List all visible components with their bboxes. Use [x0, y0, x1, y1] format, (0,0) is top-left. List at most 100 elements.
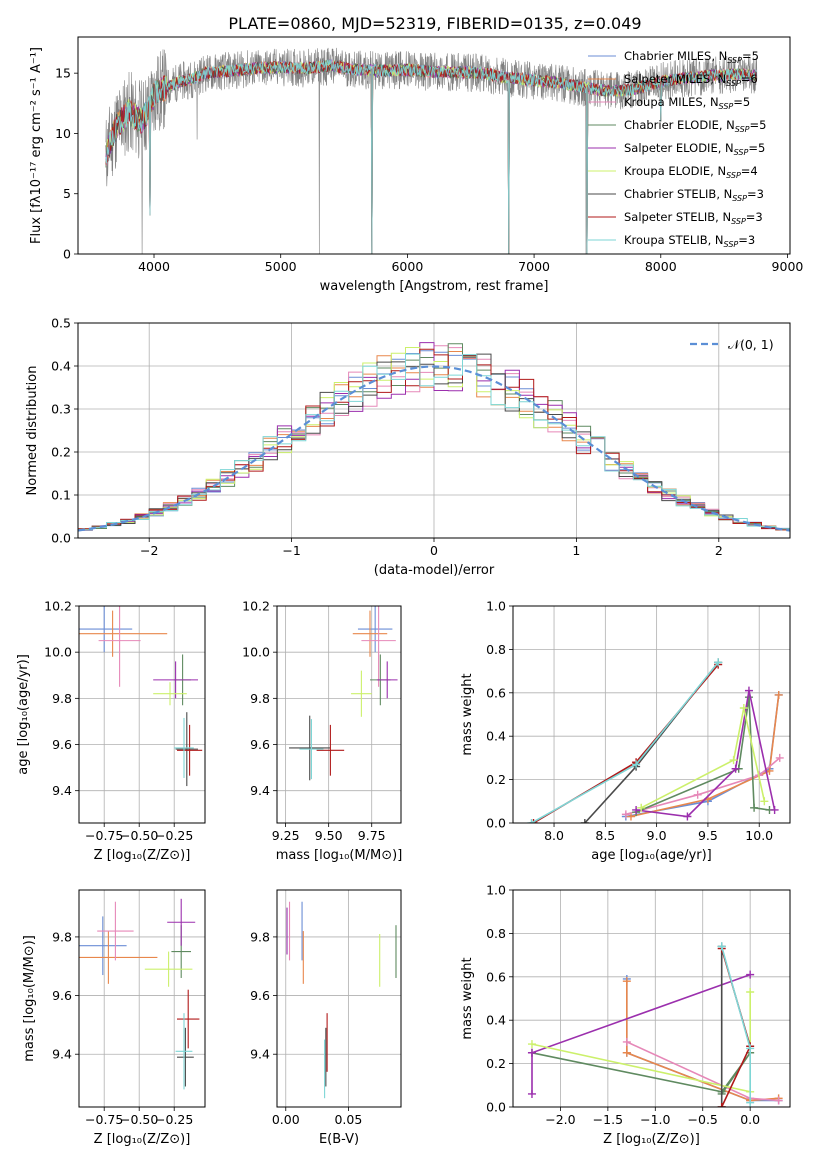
x-tick-label: 5000 [265, 259, 297, 274]
legend-subscript: SSP [731, 217, 746, 226]
weight-marker [626, 812, 635, 821]
x-tick-label: −1.5 [593, 1112, 623, 1127]
plot-area [78, 342, 790, 532]
x-tick-label: 7000 [518, 259, 550, 274]
weight-series-line [635, 696, 770, 813]
y-tick-label: 0.6 [486, 685, 506, 700]
y-tick-label: 0.0 [486, 1100, 506, 1115]
legend-text: Salpeter ELODIE, N [624, 141, 734, 155]
gaussian-reference-line [78, 365, 790, 532]
weight-marker [775, 753, 784, 762]
weight-marker [739, 703, 748, 712]
y-axis-label: mass weight [460, 673, 475, 755]
legend-value: =4 [741, 164, 758, 178]
y-axis-label: age [log₁₀(age/yr)] [16, 654, 31, 775]
weight-marker [774, 690, 783, 699]
weight-marker [621, 810, 630, 819]
legend-label: Chabrier MILES, NSSP=5 [624, 49, 759, 65]
y-tick-label: 10.2 [242, 599, 270, 614]
legend-text: Kroupa STELIB, N [624, 233, 724, 247]
axes-frame [512, 605, 791, 824]
legend-text: Kroupa MILES, N [624, 95, 719, 109]
x-tick-label: 6000 [391, 259, 423, 274]
legend-subscript: SSP [724, 240, 739, 249]
weight-marker [717, 942, 726, 951]
y-tick-label: 0.3 [51, 402, 71, 417]
y-axis-label: mass weight [460, 957, 475, 1039]
x-tick-label: 8.0 [544, 828, 564, 843]
x-tick-label: 1 [572, 543, 580, 558]
legend-subscript: SSP [719, 102, 734, 111]
y-tick-label: 10 [55, 126, 71, 141]
legend-value: =3 [738, 233, 755, 247]
weight-marker [527, 1089, 536, 1098]
x-tick-label: 9.25 [272, 828, 300, 843]
mass-vs-metallicity-plot: −0.75−0.50−0.25 9.4 9.6 9.8 Z [log₁₀(Z/Z⊙)] m… [22, 889, 206, 1147]
y-tick-label: 9.8 [52, 691, 72, 706]
plot-area [527, 658, 784, 823]
weight-marker [527, 1040, 536, 1049]
legend-text: Chabrier MILES, N [624, 49, 727, 63]
x-axis-label: Z [log₁₀(Z/Z⊙)] [603, 1132, 700, 1147]
legend-value: =5 [750, 118, 767, 132]
model-spectrum-line [105, 59, 758, 254]
y-tick-label: 0.6 [486, 969, 506, 984]
legend-label: Chabrier STELIB, NSSP=3 [624, 187, 764, 203]
weight-marker [714, 658, 723, 667]
y-tick-label: 0.4 [486, 1013, 506, 1028]
x-axis-label: age [log₁₀(age/yr)] [591, 848, 712, 863]
weight-series-line [640, 707, 766, 809]
legend-label: Kroupa ELODIE, NSSP=4 [624, 164, 758, 180]
legend-label: 𝒩(0, 1) [728, 337, 774, 352]
weight-series-line [720, 948, 752, 1107]
y-tick-label: 9.4 [52, 1047, 72, 1062]
legend-subscript: SSP [726, 171, 741, 180]
mass-weight-vs-age-plot: 8.0 8.5 9.0 9.5 10.0 0.0 0.2 0.4 0.6 0.8 1.0 age [l… [460, 599, 791, 863]
weight-marker [622, 1048, 631, 1057]
legend-value: =3 [746, 210, 763, 224]
weight-series-line [625, 694, 780, 818]
legend-value: =5 [748, 141, 765, 155]
histogram-series [78, 342, 790, 531]
weight-series-line [533, 664, 719, 823]
plot-area [527, 942, 783, 1107]
x-tick-label: 2 [715, 543, 723, 558]
weight-series-line [531, 973, 751, 1094]
x-axis-label: E(B-V) [319, 1132, 359, 1147]
plot-area [79, 898, 200, 1090]
y-tick-label: 15 [55, 66, 71, 81]
weight-marker [774, 1096, 783, 1105]
x-axis-label: mass [log₁₀(M/M⊙)] [276, 848, 403, 863]
y-tick-label: 9.8 [250, 691, 270, 706]
figure-title: PLATE=0860, MJD=52319, FIBERID=0135, z=0… [228, 14, 641, 33]
mass-weight-vs-metallicity-plot: −2.0 −1.5 −1.0 −0.5 0.0 0.0 0.2 0.4 0.6 0.8 1.0 Z [… [460, 883, 791, 1147]
weight-marker [637, 803, 646, 812]
x-tick-label: 8000 [645, 259, 677, 274]
y-tick-label: 0.8 [486, 642, 506, 657]
x-tick-label: 0.0 [740, 1112, 760, 1127]
age-vs-metallicity-plot: −0.75−0.50−0.25 9.4 9.6 9.8 10.0 10.2 Z [log₁₀… [16, 599, 206, 863]
x-tick-label: 0.05 [334, 1112, 362, 1127]
x-axis-label: Z [log₁₀(Z/Z⊙)] [94, 848, 191, 863]
y-tick-label: 9.6 [52, 988, 72, 1003]
x-tick-label: −0.25 [155, 828, 193, 843]
weight-series-line [630, 694, 780, 818]
y-tick-label: 10.0 [242, 645, 270, 660]
y-tick-label: 0.0 [51, 531, 71, 546]
y-tick-label: 0.4 [51, 359, 71, 374]
y-tick-label: 0.2 [486, 1056, 506, 1071]
legend-subscript: SSP [734, 148, 749, 157]
legend-label: Kroupa MILES, NSSP=5 [624, 95, 750, 111]
weight-marker [622, 1037, 631, 1046]
x-tick-label: −0.50 [120, 828, 158, 843]
x-tick-label: 4000 [138, 259, 170, 274]
weight-marker [746, 1044, 755, 1053]
y-tick-label: 10.0 [44, 645, 72, 660]
histogram-series [78, 348, 790, 531]
x-axis-label: wavelength [Angstrom, rest frame] [320, 279, 549, 294]
legend-text: Chabrier STELIB, N [624, 187, 732, 201]
axes-frame [77, 36, 791, 255]
weight-series-line [531, 1052, 751, 1095]
weight-marker [683, 812, 692, 821]
